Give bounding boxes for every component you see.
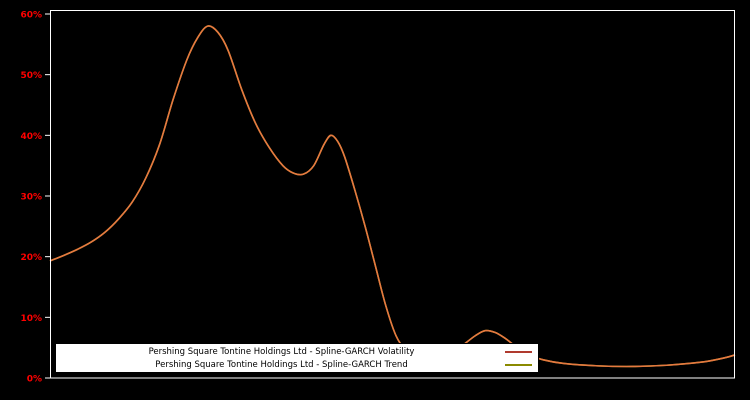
curve-trend xyxy=(49,25,736,368)
y-tick-label: 10% xyxy=(20,314,42,324)
y-tick-label: 60% xyxy=(20,11,42,21)
y-tick-label: 50% xyxy=(20,71,42,81)
y-tick-label: 30% xyxy=(20,193,42,203)
y-tick-label: 0% xyxy=(27,375,42,385)
legend-label-trend: Pershing Square Tontine Holdings Ltd - S… xyxy=(155,359,408,370)
volatility-line-marker xyxy=(505,350,532,353)
y-axis: 0% 10% 20% 30% 40% 50% 60% xyxy=(20,11,50,385)
legend-row-volatility: Pershing Square Tontine Holdings Ltd - S… xyxy=(62,345,532,358)
y-tick-label: 20% xyxy=(20,253,42,263)
trend-line-marker xyxy=(505,363,532,366)
legend: Pershing Square Tontine Holdings Ltd - S… xyxy=(55,343,539,373)
legend-label-volatility: Pershing Square Tontine Holdings Ltd - S… xyxy=(148,346,415,357)
plot-border xyxy=(50,10,735,379)
curve-volatility xyxy=(49,25,736,368)
y-tick-label: 40% xyxy=(20,132,42,142)
series-lines xyxy=(49,25,736,368)
legend-row-trend: Pershing Square Tontine Holdings Ltd - S… xyxy=(62,358,532,371)
